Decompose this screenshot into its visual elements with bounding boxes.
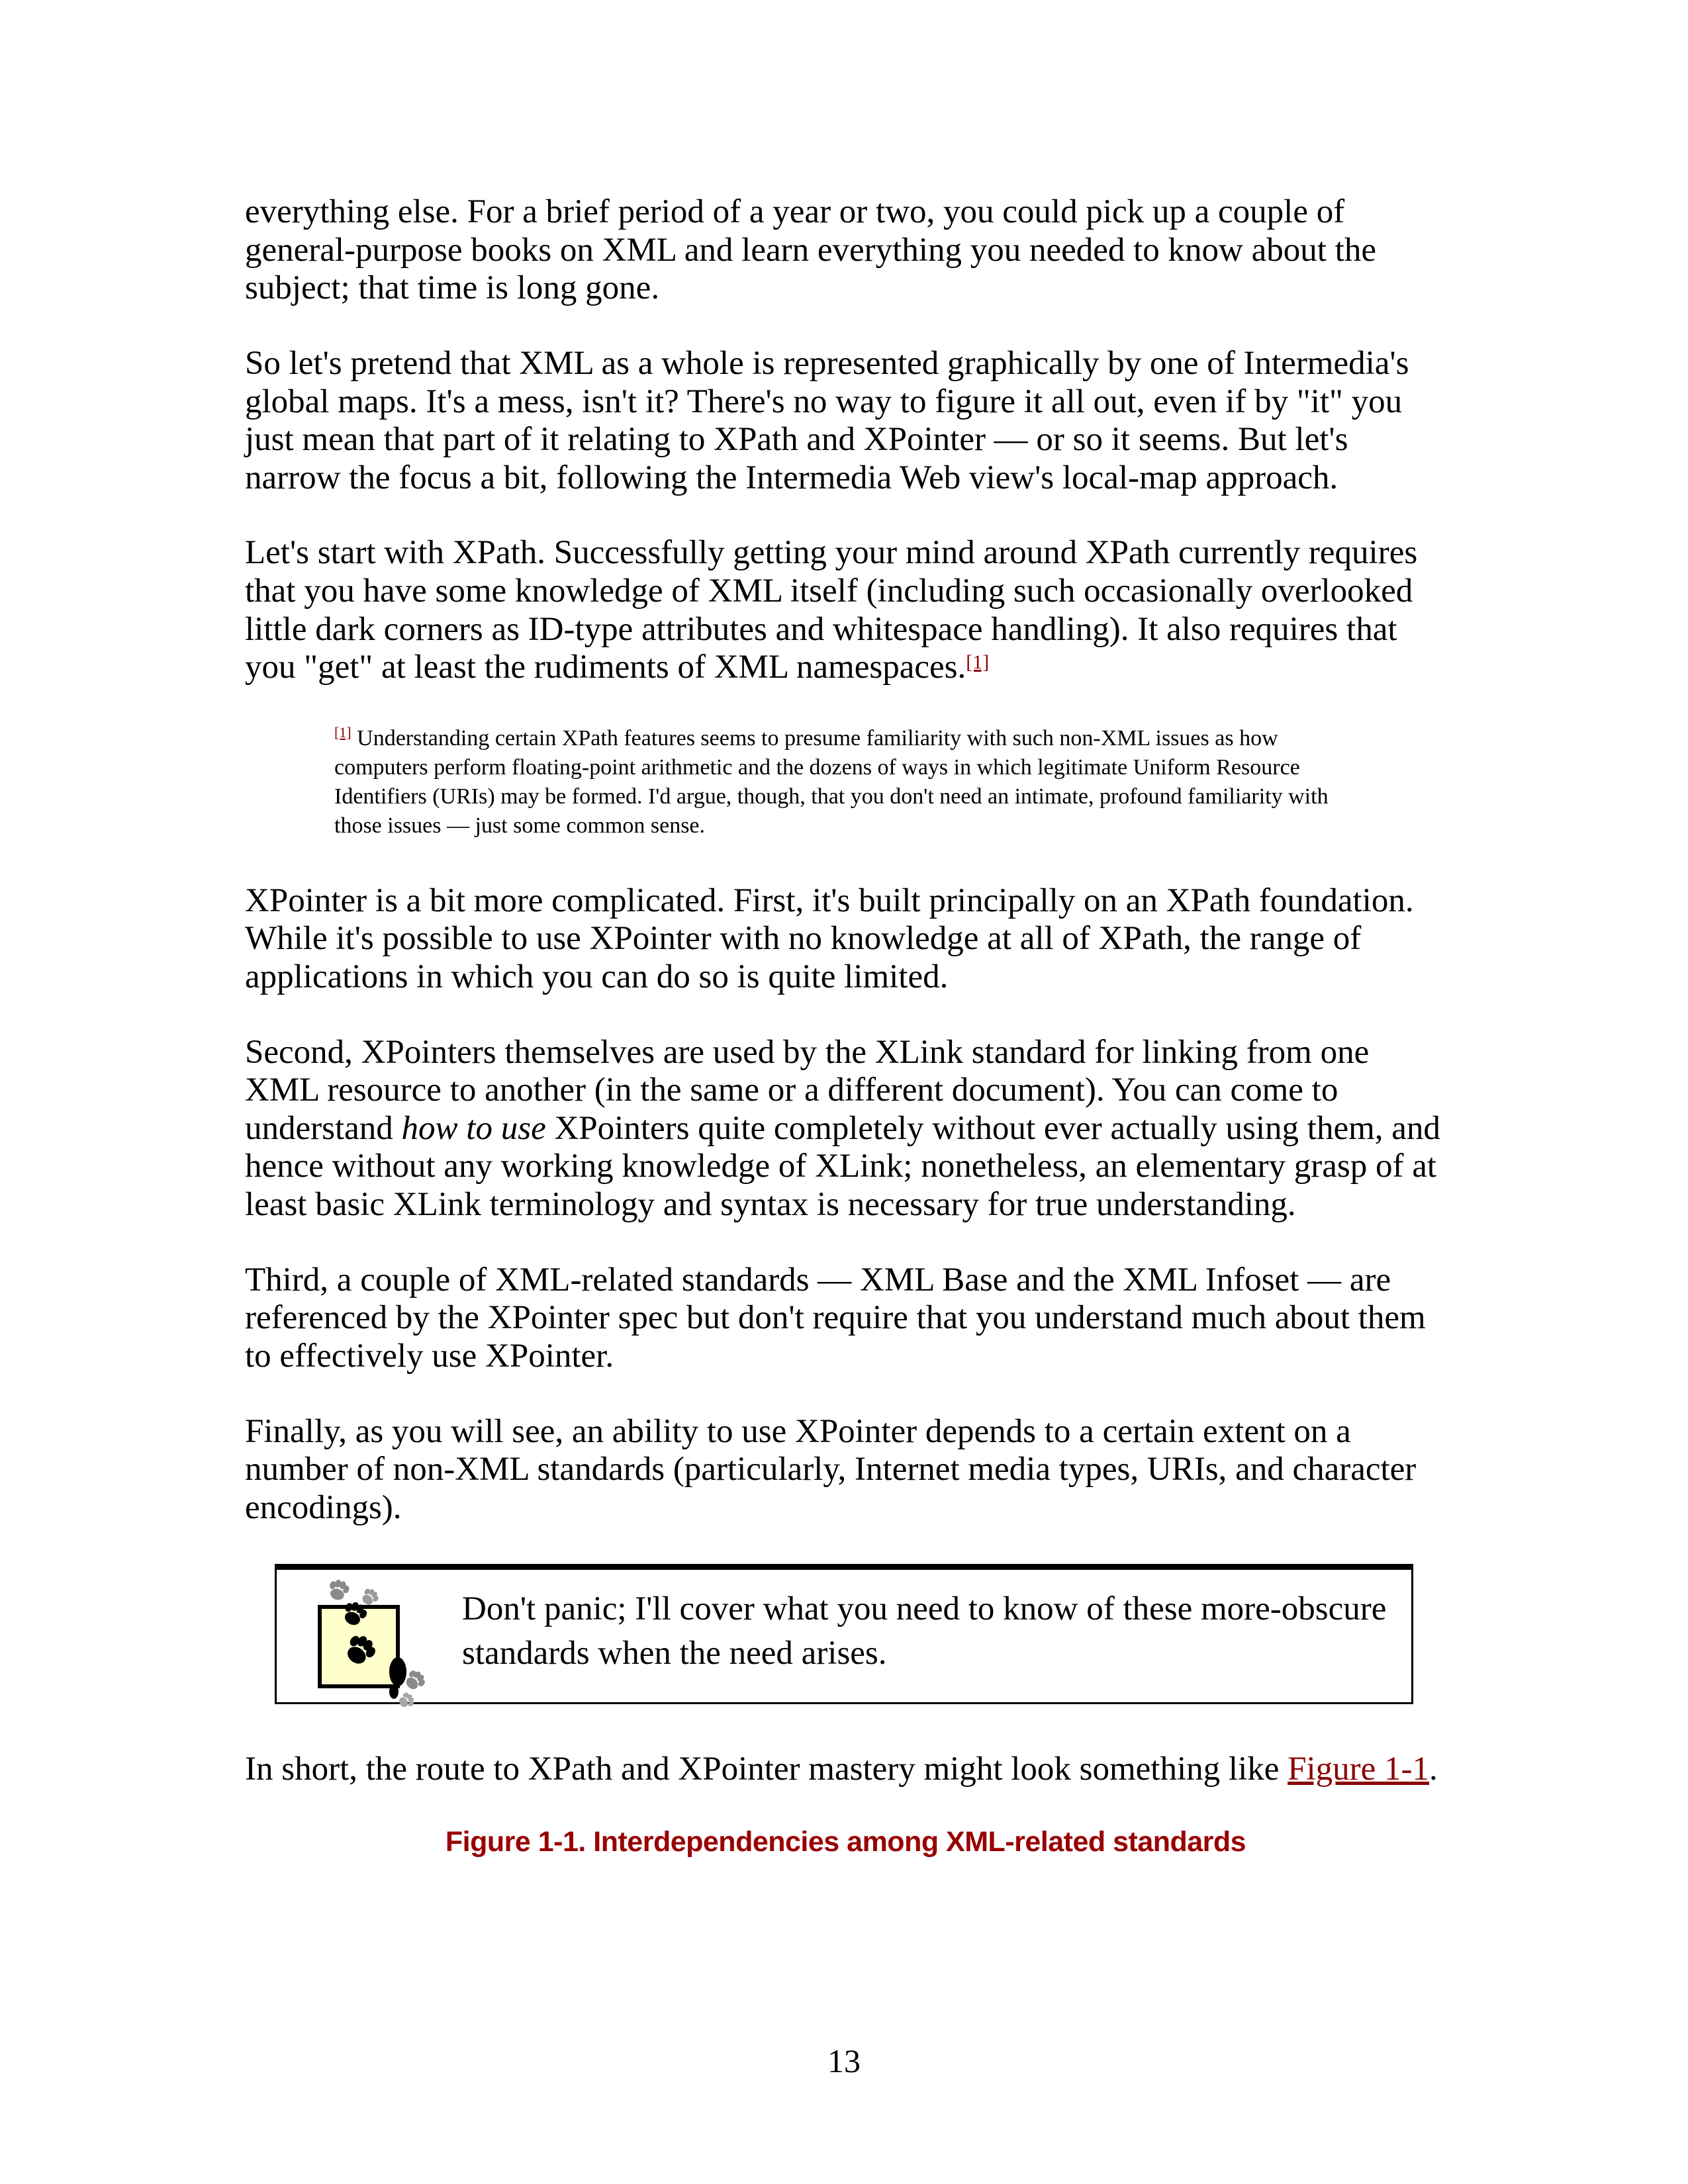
footnote-text: Understanding certain XPath features see… [334, 725, 1329, 839]
footnote-reference: [1] [966, 651, 989, 673]
page-number: 13 [827, 2042, 861, 2079]
note-text: Don't panic; I'll cover what you need to… [462, 1590, 1387, 1672]
paragraph-second-xpointers: Second, XPointers themselves are used by… [245, 1034, 1446, 1224]
footnote-ref-link[interactable]: [1] [966, 651, 990, 674]
paw-prints-icon [318, 1578, 428, 1711]
note-icon-cell [306, 1570, 432, 1711]
paragraph-text: . [1429, 1751, 1438, 1788]
paragraph-lets-start-with-xpath: Let's start with XPath. Successfully get… [245, 534, 1446, 687]
italic-phrase: how to use [401, 1109, 546, 1147]
page-content: everything else. For a brief period of a… [245, 193, 1446, 1858]
note-box: Don't panic; I'll cover what you need to… [275, 1564, 1413, 1711]
paragraph-xpointer-complicated: XPointer is a bit more complicated. Firs… [245, 882, 1414, 995]
figure-caption: Figure 1-1. Interdependencies among XML-… [445, 1826, 1246, 1858]
paragraph-in-short: In short, the route to XPath and XPointe… [245, 1751, 1446, 1789]
paragraph-text: XPointers quite completely without ever … [245, 1109, 1440, 1223]
footnote-block: [1] Understanding certain XPath features… [334, 724, 1340, 841]
paragraph-so-lets-pretend: So let's pretend that XML as a whole is … [245, 344, 1409, 496]
figure-1-1-link[interactable]: Figure 1-1 [1288, 1751, 1430, 1788]
paragraph-everything-else: everything else. For a brief period of a… [245, 193, 1376, 307]
footnote-marker: [1] [334, 724, 352, 741]
footnote-marker-link[interactable]: [1] [334, 723, 352, 741]
paragraph-text: Let's start with XPath. Successfully get… [245, 534, 1418, 686]
paragraph-finally: Finally, as you will see, an ability to … [245, 1412, 1417, 1526]
paragraph-third-standards: Third, a couple of XML-related standards… [245, 1261, 1426, 1375]
paragraph-text: Second, XPointers themselves are used by… [245, 1033, 1370, 1147]
paragraph-text: In short, the route to XPath and XPointe… [245, 1751, 1288, 1788]
